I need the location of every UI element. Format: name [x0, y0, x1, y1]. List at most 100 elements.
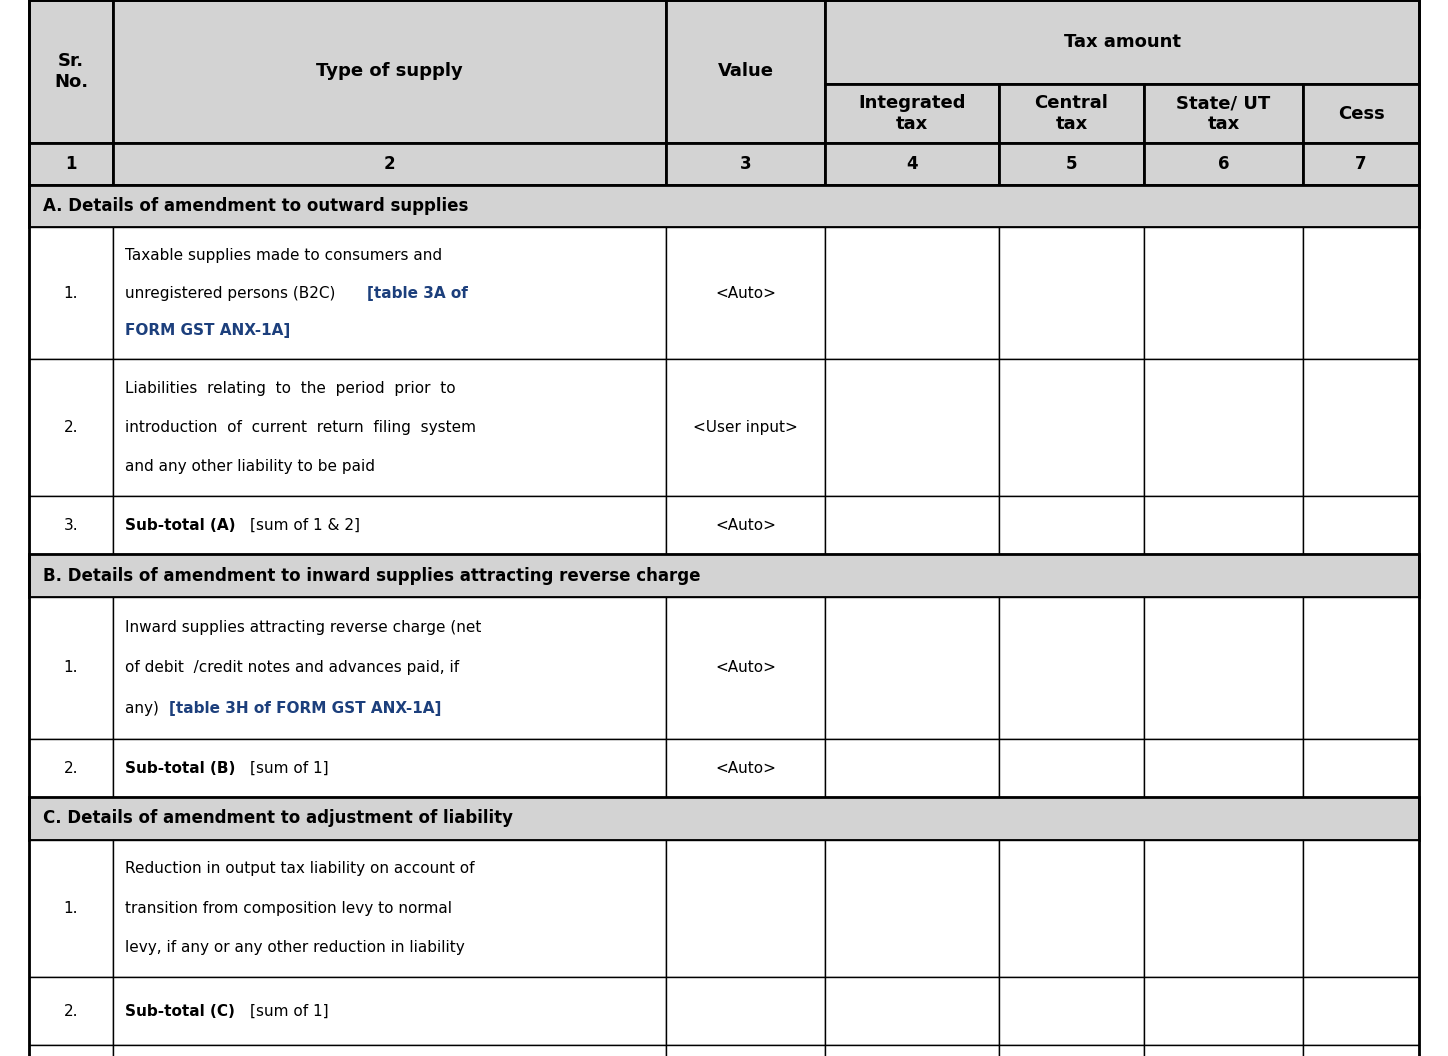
Text: <Auto>: <Auto>	[715, 285, 776, 301]
Bar	[825, 359, 999, 496]
Bar	[999, 227, 1144, 359]
Bar	[825, 840, 999, 977]
Bar	[1144, 739, 1303, 797]
Bar	[1303, 1045, 1419, 1056]
Bar	[113, 359, 666, 496]
Text: 2.: 2.	[64, 1003, 78, 1019]
Bar	[1144, 496, 1303, 554]
Bar	[1144, 977, 1303, 1045]
Bar	[666, 597, 825, 739]
Bar	[1144, 840, 1303, 977]
Text: Sub-total (C): Sub-total (C)	[125, 1003, 240, 1019]
Text: 4: 4	[906, 154, 918, 173]
Bar	[1303, 227, 1419, 359]
Bar	[999, 739, 1144, 797]
Bar	[1303, 84, 1419, 143]
Bar	[999, 977, 1144, 1045]
Bar	[666, 739, 825, 797]
Bar	[29, 977, 113, 1045]
Text: <Auto>: <Auto>	[715, 760, 776, 776]
Bar	[113, 0, 666, 143]
Text: <Auto>: <Auto>	[715, 660, 776, 676]
Bar	[29, 359, 113, 496]
Bar	[999, 84, 1144, 143]
Bar	[1144, 359, 1303, 496]
Text: [sum of 1]: [sum of 1]	[251, 760, 329, 776]
Bar	[999, 597, 1144, 739]
Text: 1.: 1.	[64, 285, 78, 301]
Bar	[666, 977, 825, 1045]
Bar	[29, 597, 113, 739]
Bar	[999, 840, 1144, 977]
Text: C. Details of amendment to adjustment of liability: C. Details of amendment to adjustment of…	[43, 809, 514, 828]
Bar	[825, 1045, 999, 1056]
Text: [table 3H of FORM GST ANX-1A]: [table 3H of FORM GST ANX-1A]	[169, 701, 442, 716]
Bar	[1144, 84, 1303, 143]
Text: Sr.
No.: Sr. No.	[54, 52, 88, 91]
Text: 1: 1	[65, 154, 77, 173]
Bar	[29, 227, 113, 359]
Text: Liabilities  relating  to  the  period  prior  to: Liabilities relating to the period prior…	[125, 381, 455, 396]
Bar	[999, 1045, 1144, 1056]
Bar	[29, 496, 113, 554]
Bar	[666, 1045, 825, 1056]
Text: 3: 3	[740, 154, 752, 173]
Text: [sum of 1]: [sum of 1]	[251, 1003, 329, 1019]
Bar	[113, 143, 666, 185]
Text: and any other liability to be paid: and any other liability to be paid	[125, 459, 375, 474]
Bar	[29, 554, 1419, 597]
Text: 7: 7	[1355, 154, 1367, 173]
Bar	[825, 496, 999, 554]
Bar	[113, 227, 666, 359]
Bar	[825, 739, 999, 797]
Bar	[825, 597, 999, 739]
Bar	[999, 359, 1144, 496]
Text: introduction  of  current  return  filing  system: introduction of current return filing sy…	[125, 420, 475, 435]
Bar	[1303, 143, 1419, 185]
Text: Taxable supplies made to consumers and: Taxable supplies made to consumers and	[125, 248, 442, 263]
Bar	[1144, 1045, 1303, 1056]
Text: 3.: 3.	[64, 517, 78, 533]
Text: Integrated
tax: Integrated tax	[859, 94, 966, 133]
Bar	[825, 84, 999, 143]
Text: Central
tax: Central tax	[1034, 94, 1109, 133]
Bar	[666, 840, 825, 977]
Bar	[999, 143, 1144, 185]
Text: <User input>: <User input>	[694, 420, 798, 435]
Text: Sub-total (B): Sub-total (B)	[125, 760, 240, 776]
Text: [table 3A of: [table 3A of	[366, 285, 468, 301]
Bar	[113, 597, 666, 739]
Text: Reduction in output tax liability on account of: Reduction in output tax liability on acc…	[125, 862, 473, 876]
Text: 2: 2	[384, 154, 395, 173]
Bar	[1144, 227, 1303, 359]
Bar	[666, 0, 825, 143]
Bar	[1144, 143, 1303, 185]
Bar	[29, 143, 113, 185]
Text: State/ UT
tax: State/ UT tax	[1176, 94, 1271, 133]
Bar	[825, 143, 999, 185]
Text: 2.: 2.	[64, 760, 78, 776]
Bar	[113, 739, 666, 797]
Text: <Auto>: <Auto>	[715, 517, 776, 533]
Bar	[666, 227, 825, 359]
Text: FORM GST ANX-1A]: FORM GST ANX-1A]	[125, 323, 290, 338]
Bar	[113, 1045, 666, 1056]
Text: 5: 5	[1066, 154, 1077, 173]
Text: transition from composition levy to normal: transition from composition levy to norm…	[125, 901, 452, 916]
Bar	[113, 840, 666, 977]
Text: Tax amount: Tax amount	[1064, 33, 1180, 52]
Bar	[825, 227, 999, 359]
Bar	[29, 185, 1419, 227]
Text: levy, if any or any other reduction in liability: levy, if any or any other reduction in l…	[125, 940, 465, 955]
Bar	[999, 496, 1144, 554]
Text: Value: Value	[718, 62, 773, 80]
Bar	[666, 143, 825, 185]
Bar	[29, 797, 1419, 840]
Text: Cess: Cess	[1338, 105, 1384, 122]
Bar	[825, 977, 999, 1045]
Bar	[1303, 597, 1419, 739]
Text: Type of supply: Type of supply	[316, 62, 463, 80]
Bar	[1303, 739, 1419, 797]
Text: B. Details of amendment to inward supplies attracting reverse charge: B. Details of amendment to inward suppli…	[43, 566, 701, 585]
Bar	[29, 840, 113, 977]
